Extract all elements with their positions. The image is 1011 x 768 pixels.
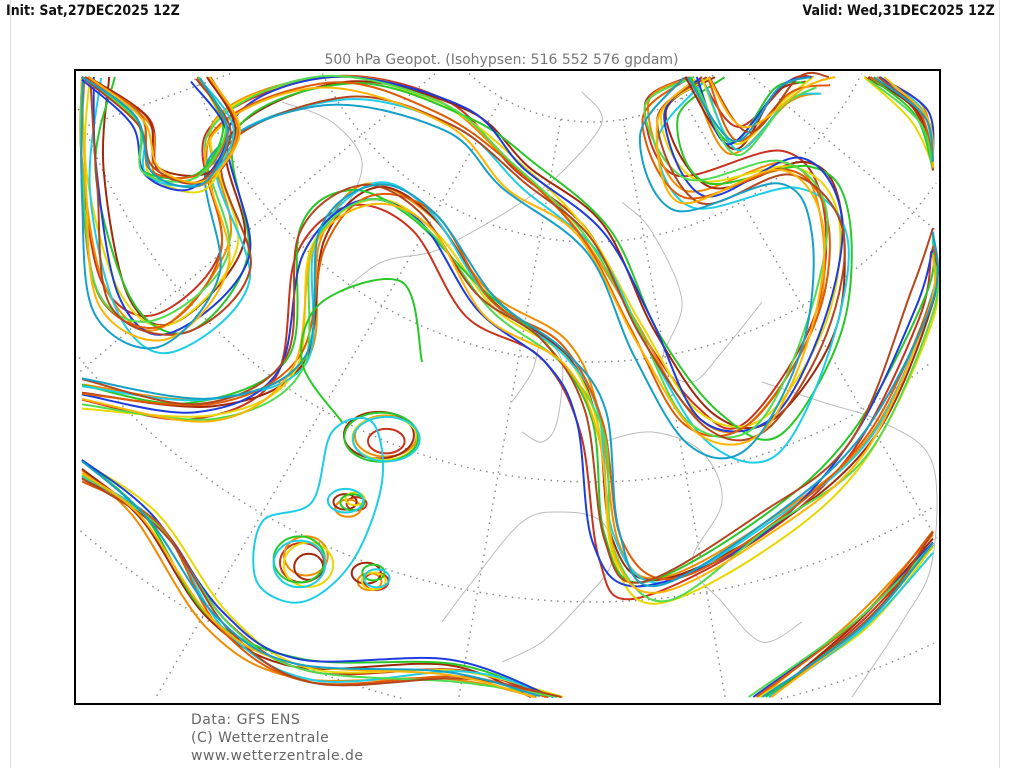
ensemble-contours xyxy=(79,71,939,698)
coastline xyxy=(441,511,614,663)
footer-copyright: (C) Wetterzentrale xyxy=(191,730,330,746)
western-low-contour xyxy=(87,76,237,177)
southeast-contour xyxy=(748,543,934,698)
cutoff-low-envelope xyxy=(300,277,423,423)
cutoff-low-contour xyxy=(360,571,387,591)
meridian-line xyxy=(622,119,727,701)
main-trough-contour xyxy=(81,202,937,594)
latitude-circle xyxy=(194,78,937,363)
arctic-contour xyxy=(686,76,811,143)
south-contour xyxy=(81,459,554,698)
map-title: 500 hPa Geopot. (Isohypsen: 516 552 576 … xyxy=(0,52,1011,69)
cutoff-low-contour xyxy=(363,568,391,589)
arctic-contour xyxy=(705,86,822,151)
south-contour xyxy=(81,459,545,696)
cutoff-low-envelope xyxy=(252,416,385,604)
main-trough-contour xyxy=(81,192,939,581)
cutoff-low-contour xyxy=(326,487,365,514)
spaghetti-map xyxy=(74,69,941,705)
footer-data-source: Data: GFS ENS xyxy=(191,712,301,728)
north-contour xyxy=(79,75,826,434)
arctic-contour xyxy=(707,76,836,129)
main-trough-contour xyxy=(81,185,939,582)
cutoff-low-contour xyxy=(344,491,366,507)
south-contour xyxy=(81,460,541,698)
coastline xyxy=(341,91,603,293)
south-contour xyxy=(81,472,535,698)
cutoff-low-contour xyxy=(339,493,366,512)
cutoff-low-contour xyxy=(352,415,421,463)
main-trough-contour xyxy=(81,198,934,588)
arctic-contour xyxy=(707,79,831,143)
coastline xyxy=(601,431,803,643)
map-canvas xyxy=(77,71,939,701)
init-time: Init: Sat,27DEC2025 12Z xyxy=(6,3,180,19)
page-frame xyxy=(10,0,1000,768)
western-low-contour xyxy=(81,76,229,188)
main-trough-contour xyxy=(81,183,934,584)
main-trough-contour xyxy=(81,183,939,587)
north-contour xyxy=(88,77,850,464)
main-trough-contour xyxy=(81,181,939,584)
main-trough-contour xyxy=(81,189,936,584)
valid-time: Valid: Wed,31DEC2025 12Z xyxy=(802,3,995,19)
southeast-contour xyxy=(761,542,934,698)
cutoff-low-contour xyxy=(272,539,327,589)
cutoff-low-contour xyxy=(361,563,386,582)
north-contour xyxy=(81,76,826,446)
latitude-circle xyxy=(77,108,933,483)
western-low-contour xyxy=(88,76,241,184)
latitude-circle xyxy=(321,73,863,243)
coastline xyxy=(761,381,938,698)
north-contour xyxy=(80,77,815,460)
arctic-contour xyxy=(697,86,817,157)
north-contour xyxy=(89,76,846,442)
north-contour xyxy=(92,75,844,433)
western-low-contour xyxy=(81,76,232,184)
latitude-circle xyxy=(78,356,933,603)
northeast-contour xyxy=(868,79,934,172)
meridian-line xyxy=(79,73,231,130)
footer-url[interactable]: www.wetterzentrale.de xyxy=(191,748,364,764)
cutoff-low-contour xyxy=(366,427,406,455)
northeast-contour xyxy=(873,76,934,162)
north-contour xyxy=(80,76,831,438)
southeast-contour xyxy=(770,531,934,698)
map-title-text: 500 hPa Geopot. (Isohypsen: 516 552 576 … xyxy=(324,52,679,68)
